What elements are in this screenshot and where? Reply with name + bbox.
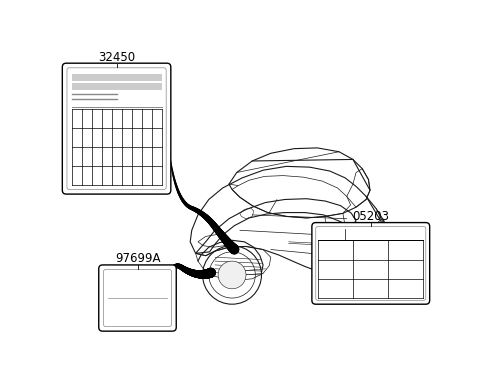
Text: 32450: 32450 bbox=[98, 51, 135, 64]
Text: 97699A: 97699A bbox=[115, 252, 160, 265]
Circle shape bbox=[333, 236, 337, 240]
Circle shape bbox=[335, 254, 359, 276]
FancyBboxPatch shape bbox=[62, 63, 171, 194]
FancyBboxPatch shape bbox=[312, 222, 430, 304]
Circle shape bbox=[218, 261, 246, 289]
Text: 05203: 05203 bbox=[352, 210, 389, 222]
FancyBboxPatch shape bbox=[72, 74, 162, 81]
FancyBboxPatch shape bbox=[72, 83, 162, 90]
FancyBboxPatch shape bbox=[99, 265, 176, 331]
